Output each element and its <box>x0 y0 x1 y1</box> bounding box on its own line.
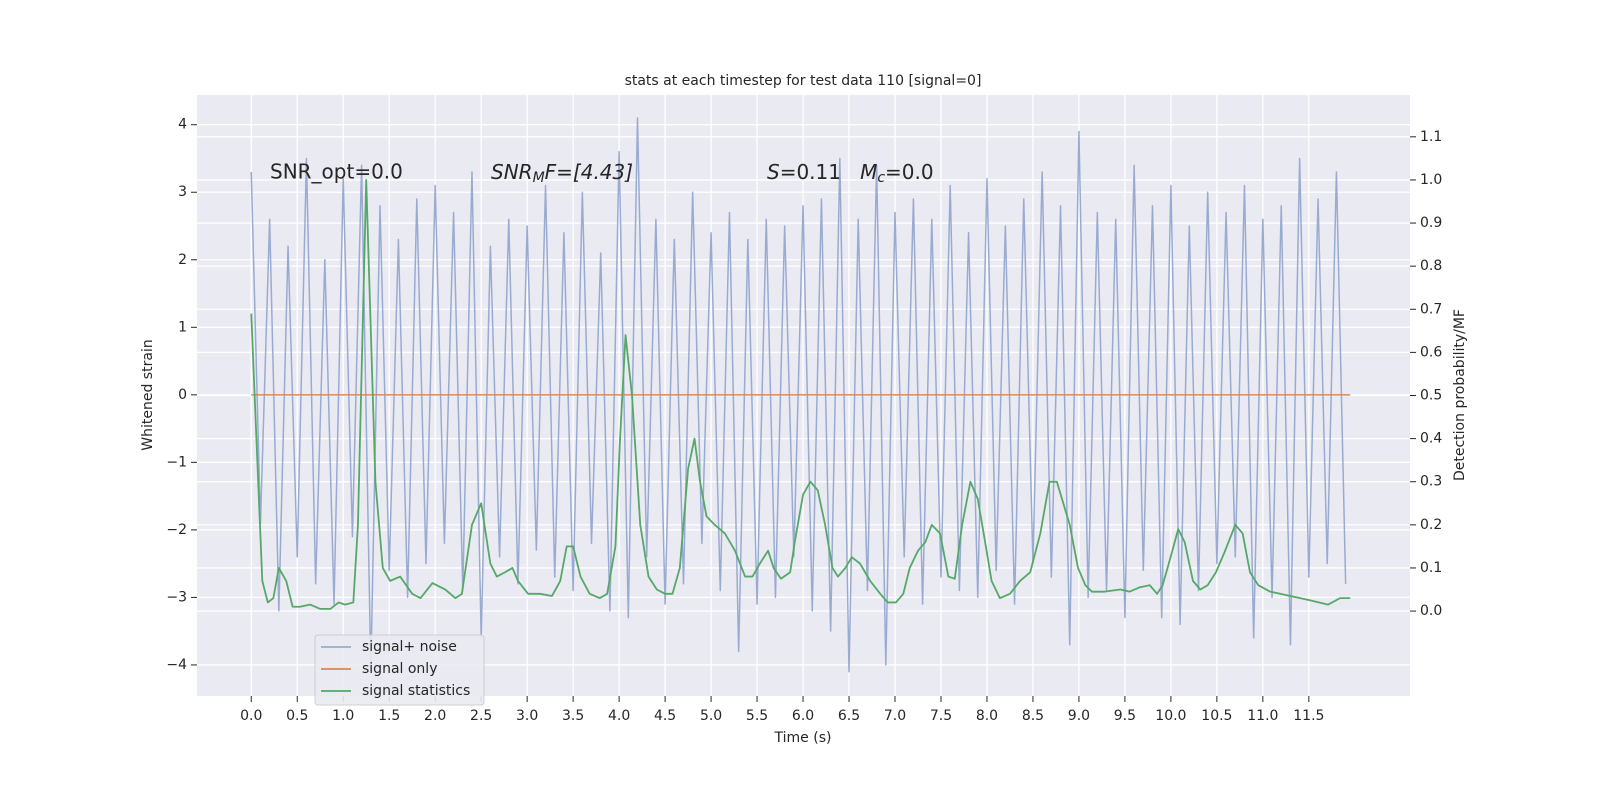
y2-tick-label: 0.6 <box>1420 344 1442 360</box>
annotation-part: =0.11 <box>780 160 860 184</box>
annotation-part: SNR <box>491 160 533 184</box>
y-tick-label: 0 <box>178 387 187 403</box>
annotation-part: M <box>533 170 545 186</box>
x-tick-label: 0.5 <box>286 708 308 724</box>
chart-title: stats at each timestep for test data 110… <box>625 73 982 89</box>
x-tick-label: 8.5 <box>1022 708 1044 724</box>
x-tick-label: 1.0 <box>332 708 354 724</box>
x-tick-label: 5.5 <box>746 708 768 724</box>
x-tick-label: 9.5 <box>1114 708 1136 724</box>
x-tick-label: 5.0 <box>700 708 722 724</box>
x-tick-label: 11.5 <box>1293 708 1324 724</box>
y2-tick-label: 0.5 <box>1420 388 1442 404</box>
y2-tick-label: 0.9 <box>1420 215 1442 231</box>
y-tick-label: −3 <box>166 589 187 605</box>
x-tick-label: 0.0 <box>240 708 262 724</box>
y2-tick-label: 0.1 <box>1420 560 1442 576</box>
y2-axis-label: Detection probability/MF <box>1452 309 1468 481</box>
y-tick-label: −2 <box>166 522 187 538</box>
y-tick-label: 1 <box>178 319 187 335</box>
annotation: SNRMF=[4.43] <box>491 160 633 187</box>
legend-label: signal+ noise <box>362 639 457 655</box>
y-tick-label: −1 <box>166 454 187 470</box>
legend-label: signal statistics <box>362 683 470 699</box>
x-tick-label: 3.5 <box>562 708 584 724</box>
x-tick-label: 10.5 <box>1201 708 1232 724</box>
y2-tick-label: 0.4 <box>1420 431 1442 447</box>
x-tick-label: 9.0 <box>1068 708 1090 724</box>
legend: signal+ noise signal only signal statistic… <box>314 634 485 706</box>
x-tick-label: 3.0 <box>516 708 538 724</box>
x-tick-label: 7.0 <box>884 708 906 724</box>
y2-tick-label: 0.0 <box>1420 603 1442 619</box>
annotation-part: c <box>877 170 885 186</box>
x-tick-label: 8.0 <box>976 708 998 724</box>
x-tick-label: 2.0 <box>424 708 446 724</box>
y2-tick-label: 0.7 <box>1420 301 1442 317</box>
y2-tick-label: 0.2 <box>1420 517 1442 533</box>
legend-box <box>314 634 485 706</box>
x-tick-label: 7.5 <box>930 708 952 724</box>
x-tick-label: 4.0 <box>608 708 630 724</box>
y2-tick-label: 0.8 <box>1420 258 1442 274</box>
annotation: SNR_opt=0.0 <box>270 160 403 184</box>
y2-tick-label: 1.1 <box>1420 129 1442 145</box>
y-tick-label: 3 <box>178 184 187 200</box>
x-tick-label: 6.0 <box>792 708 814 724</box>
x-tick-label: 6.5 <box>838 708 860 724</box>
series-line <box>250 179 1351 610</box>
series-line <box>250 117 1347 673</box>
legend-label: signal only <box>362 661 437 677</box>
x-tick-label: 4.5 <box>654 708 676 724</box>
annotation: S=0.11 Mc=0.0 <box>767 160 934 187</box>
y-axis-label: Whitened strain <box>140 339 156 450</box>
annotation-part: S <box>767 160 780 184</box>
x-tick-label: 1.5 <box>378 708 400 724</box>
annotation-part: F=[4.43] <box>545 160 633 184</box>
x-tick-label: 10.0 <box>1155 708 1186 724</box>
y-tick-label: 2 <box>178 252 187 268</box>
y2-tick-label: 0.3 <box>1420 474 1442 490</box>
x-axis-label: Time (s) <box>774 730 832 746</box>
y-tick-label: −4 <box>166 657 187 673</box>
x-tick-label: 2.5 <box>470 708 492 724</box>
x-tick-label: 11.0 <box>1247 708 1278 724</box>
y2-tick-label: 1.0 <box>1420 172 1442 188</box>
y-tick-label: 4 <box>178 117 187 133</box>
annotation-part: =0.0 <box>885 160 934 184</box>
annotation-part: M <box>860 160 877 184</box>
